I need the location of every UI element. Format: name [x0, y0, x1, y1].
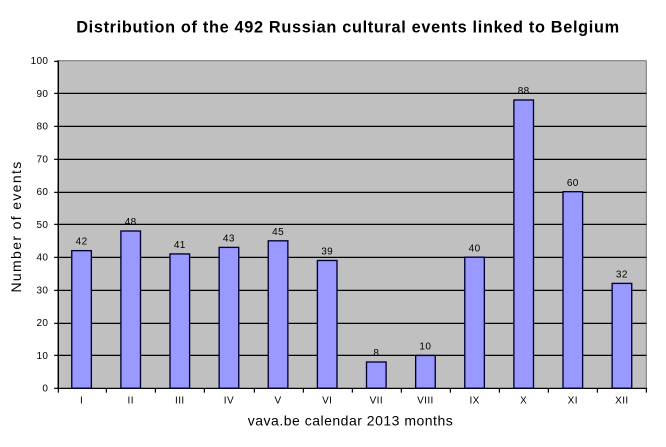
- svg-text:48: 48: [125, 217, 137, 228]
- svg-text:32: 32: [616, 270, 628, 281]
- svg-text:80: 80: [36, 122, 48, 133]
- svg-text:8: 8: [373, 348, 379, 359]
- svg-text:39: 39: [321, 247, 333, 258]
- svg-text:20: 20: [36, 318, 48, 329]
- svg-text:VII: VII: [370, 396, 383, 407]
- svg-text:60: 60: [567, 178, 579, 189]
- svg-text:XII: XII: [615, 396, 628, 407]
- svg-text:41: 41: [174, 240, 186, 251]
- svg-text:vava.be calendar 2013 months: vava.be calendar 2013 months: [248, 413, 453, 429]
- svg-text:60: 60: [36, 187, 48, 198]
- svg-text:VI: VI: [322, 396, 332, 407]
- svg-text:50: 50: [36, 220, 48, 231]
- svg-text:40: 40: [36, 253, 48, 264]
- svg-text:10: 10: [36, 351, 48, 362]
- svg-text:0: 0: [42, 384, 48, 395]
- svg-text:30: 30: [36, 285, 48, 296]
- svg-text:IV: IV: [224, 396, 234, 407]
- svg-text:II: II: [128, 396, 134, 407]
- svg-text:I: I: [80, 396, 83, 407]
- svg-text:43: 43: [223, 234, 235, 245]
- svg-text:Distribution of the 492 Russia: Distribution of the 492 Russian cultural…: [76, 19, 620, 37]
- svg-text:88: 88: [518, 86, 530, 97]
- svg-text:42: 42: [76, 237, 88, 248]
- svg-text:90: 90: [36, 89, 48, 100]
- svg-text:VIII: VIII: [417, 396, 434, 407]
- svg-text:Number of events: Number of events: [8, 160, 24, 292]
- svg-text:40: 40: [469, 243, 481, 254]
- svg-text:45: 45: [272, 227, 284, 238]
- svg-text:X: X: [520, 396, 527, 407]
- svg-text:70: 70: [36, 154, 48, 165]
- svg-text:IX: IX: [469, 396, 479, 407]
- svg-text:XI: XI: [568, 396, 578, 407]
- svg-text:V: V: [275, 396, 282, 407]
- svg-text:10: 10: [419, 342, 431, 353]
- svg-text:100: 100: [31, 56, 49, 67]
- svg-text:III: III: [175, 396, 185, 407]
